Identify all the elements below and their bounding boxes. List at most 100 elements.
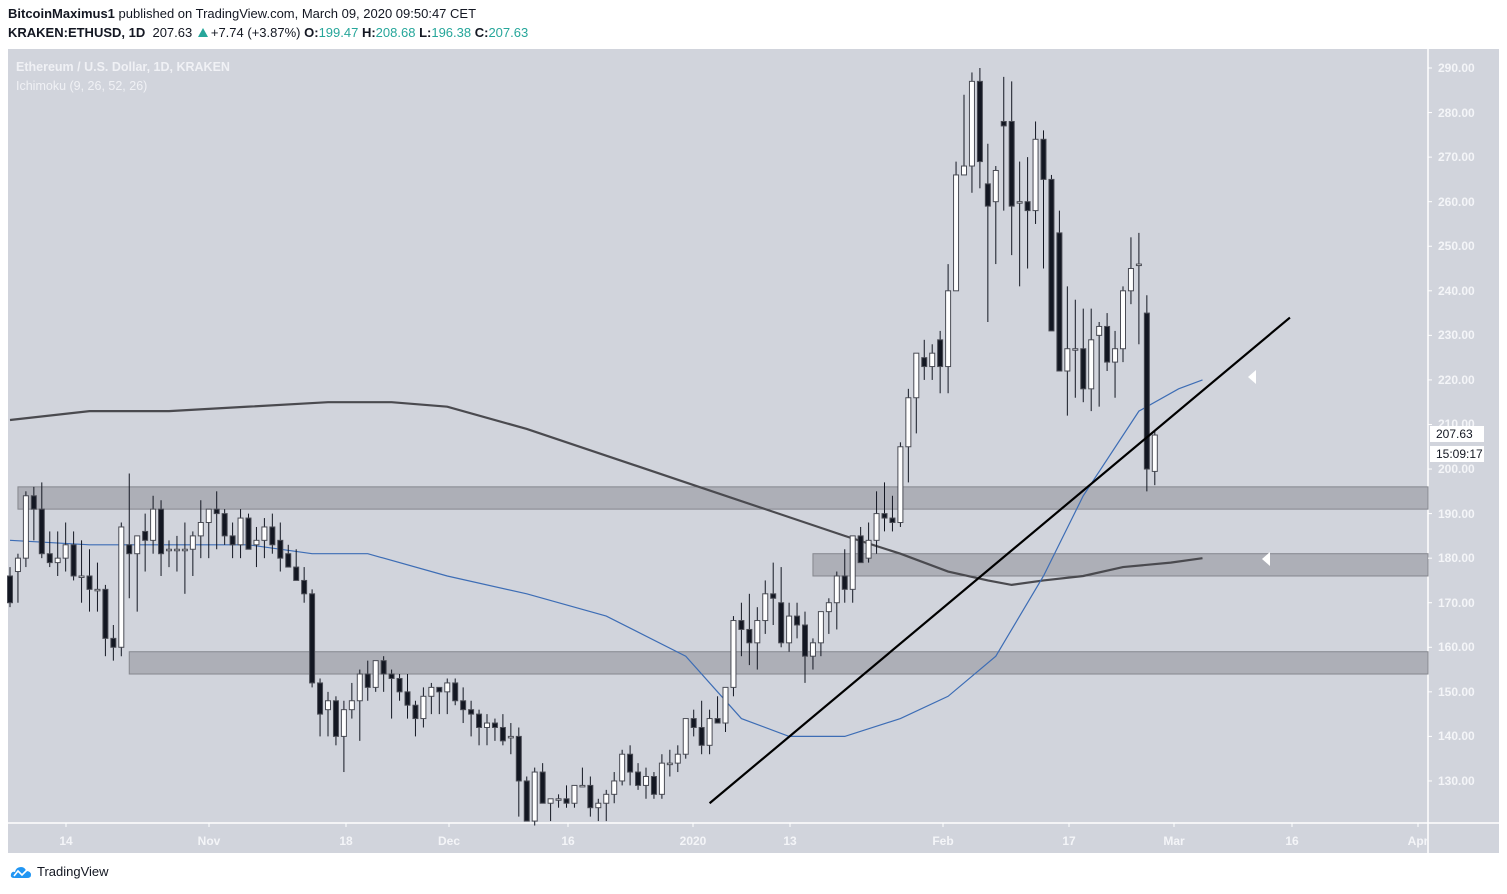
bear-candle [396,677,403,693]
bull-candle [706,718,713,746]
bear-candle [229,535,236,546]
bull-candle [325,700,331,711]
last-price: 207.63 [152,25,193,40]
bear-candle [412,704,419,720]
bear-candle [436,686,443,693]
bull-candle [579,784,586,788]
support-resistance-zone [17,486,1429,510]
bear-candle [388,673,395,679]
time-tick-label: Apr [1407,834,1429,848]
bear-candle [158,508,165,555]
bull-candle [54,557,61,564]
bull-candle [817,611,824,644]
bear-candle [332,700,339,737]
bear-candle [650,776,657,795]
bear-candle [491,722,498,728]
high-label: H: [361,25,376,40]
up-arrow-icon [197,28,208,37]
low-label: L: [419,25,432,40]
bear-candle [841,575,848,590]
bull-candle [825,602,832,613]
bear-candle [746,628,753,644]
bear-candle [794,615,801,626]
bear-candle [468,709,475,715]
publish-info: BitcoinMaximus1 published on TradingView… [8,6,476,21]
chart-area[interactable] [8,49,1499,853]
bear-candle [539,771,546,804]
price-tick-label: 170.00 [1438,595,1475,610]
close-value: 207.63 [488,25,529,40]
bull-candle [873,513,880,541]
tradingview-cloud-icon [10,866,32,878]
bull-candle [420,695,427,720]
left-arrow-marker-icon [1262,552,1270,566]
bear-candle [110,637,117,648]
bear-candle [476,713,483,728]
bull-candle [905,397,912,448]
bull-candle [372,660,379,688]
bear-candle [1080,348,1087,390]
support-resistance-zone [812,553,1429,577]
author-name[interactable]: BitcoinMaximus1 [8,6,115,21]
bull-candle [531,771,538,822]
bull-candle [1151,434,1158,472]
bull-candle [14,557,21,573]
bear-candle [38,508,45,555]
bull-candle [865,539,872,559]
price-tick-label: 220.00 [1438,372,1475,387]
bear-candle [802,624,808,657]
bull-candle [913,352,920,399]
bear-candle [221,513,228,537]
bear-candle [309,593,316,684]
bull-candle [849,535,856,590]
bull-candle [897,446,904,524]
bull-candle [929,352,936,368]
bull-candle [134,535,141,555]
low-value: 196.38 [431,25,472,40]
bull-candle [666,762,673,766]
bull-candle [682,718,689,755]
price-tick-label: 250.00 [1438,239,1475,254]
bull-candle [22,495,29,559]
bull-candle [968,80,975,167]
bear-candle [1024,201,1031,212]
bear-candle [245,517,252,550]
bear-candle [857,535,864,564]
bear-candle [70,544,77,577]
bull-candle [150,508,157,541]
bull-candle [181,548,188,552]
bear-candle [102,588,109,639]
bull-candle [1064,348,1071,372]
bull-candle [1135,263,1142,267]
bull-candle [348,700,355,711]
bull-candle [428,686,435,697]
bull-candle [1120,290,1126,350]
support-resistance-zone [128,651,1429,675]
chart-legend-title: Ethereum / U.S. Dollar, 1D, KRAKEN [16,60,230,74]
bear-candle [293,566,300,581]
tradingview-logo[interactable]: TradingView [10,864,109,879]
time-tick-label: 16 [1285,834,1299,848]
bear-candle [778,602,785,644]
price-tick-label: 280.00 [1438,105,1475,120]
symbol-name: KRAKEN:ETHUSD, 1D [8,25,146,40]
bull-candle [189,535,196,550]
bear-candle [142,530,149,541]
price-tick-label: 200.00 [1438,462,1475,477]
bull-candle [94,588,101,592]
bear-candle [499,726,506,742]
bull-candle [444,682,451,693]
indicator-legend[interactable]: Ichimoku (9, 26, 52, 26) [16,79,148,93]
bull-candle [953,174,960,292]
price-tick-label: 290.00 [1438,61,1475,75]
bear-candle [380,660,387,675]
bull-candle [507,735,514,739]
trendline [708,316,1291,805]
bear-candle [1143,312,1150,470]
bull-candle [1096,325,1103,336]
bear-candle [126,544,133,555]
price-change: +7.74 (+3.87%) [210,25,301,40]
bull-candle [1112,348,1119,363]
bull-candle [754,620,761,644]
